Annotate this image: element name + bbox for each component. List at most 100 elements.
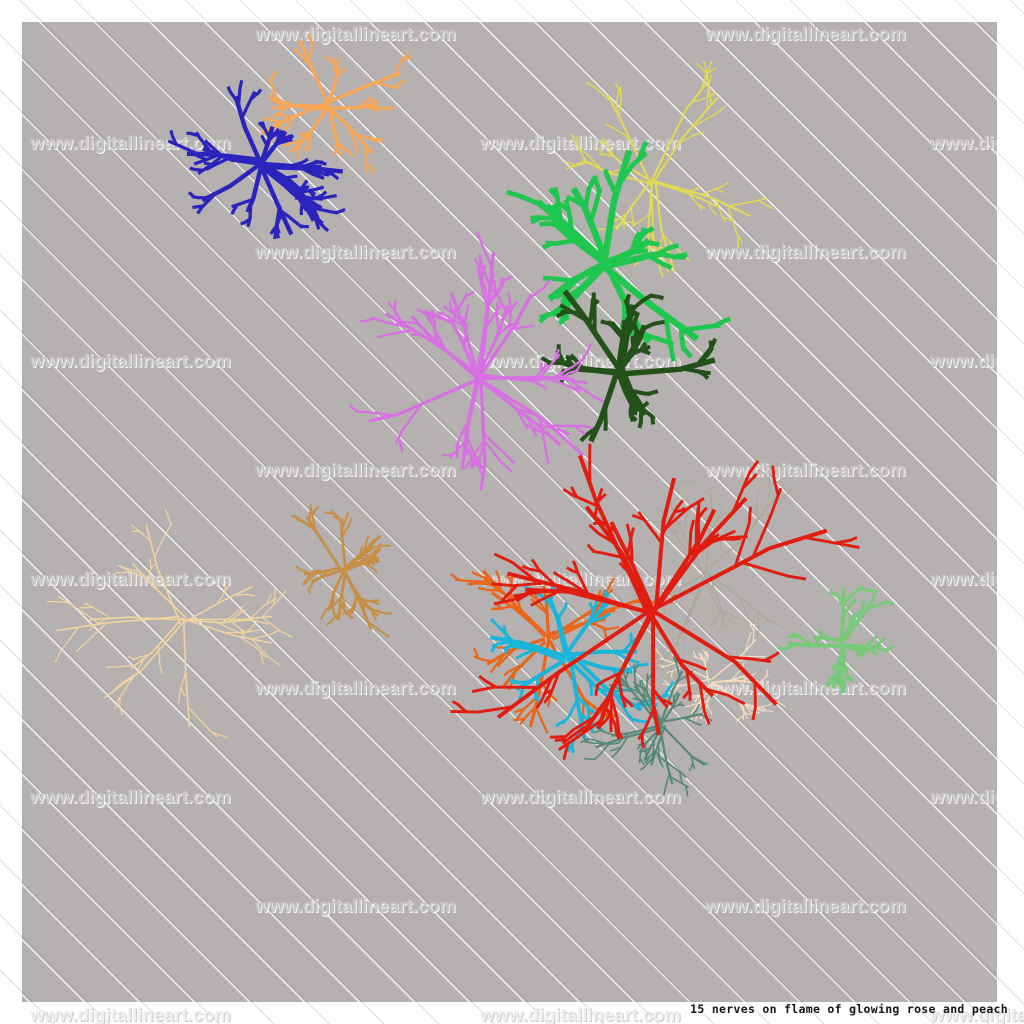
- nerve-branch: [720, 607, 735, 626]
- nerve-branch: [565, 194, 585, 208]
- nerve-branch: [582, 735, 590, 743]
- nerve-branch: [535, 676, 554, 709]
- nerve-branch: [360, 597, 380, 606]
- nerve-branch: [619, 357, 716, 377]
- nerve-branch: [115, 670, 142, 688]
- nerve-branch: [521, 564, 541, 573]
- nerve-branch: [650, 725, 667, 766]
- nerve-branch: [366, 548, 378, 560]
- nerve-branch: [177, 671, 187, 704]
- nerve-branch: [359, 317, 376, 323]
- nerve-branch: [543, 671, 561, 704]
- nerve-branch: [625, 293, 632, 305]
- nerve-branch: [592, 729, 602, 734]
- nerve-branch: [186, 131, 199, 138]
- nerve-branch: [851, 646, 863, 659]
- nerve-branch: [262, 616, 293, 638]
- nerve-branch: [236, 80, 244, 107]
- nerve-branch: [596, 492, 607, 504]
- nerve-branch: [710, 608, 722, 627]
- nerve-branch: [260, 121, 272, 139]
- nerve-branch: [554, 738, 567, 743]
- nerve-branch: [688, 519, 696, 556]
- nerve-branch: [580, 738, 589, 744]
- nerve-branch: [528, 278, 553, 300]
- nerve-branch: [596, 147, 604, 155]
- nerve-branch: [595, 671, 622, 688]
- nerve-branch: [365, 163, 376, 174]
- nerve-branch: [609, 521, 656, 612]
- nerve-branch: [513, 717, 525, 721]
- nerve-branch: [322, 102, 374, 155]
- nerve-branch: [417, 333, 438, 344]
- nerve-branch: [692, 756, 709, 765]
- nerve-branch: [636, 683, 647, 692]
- nerve-branch: [666, 665, 684, 674]
- nerve-branch: [694, 714, 698, 722]
- nerve-branch: [320, 603, 332, 620]
- nerve-branch: [563, 199, 575, 232]
- nerve-branch: [556, 601, 569, 620]
- nerve-branch: [613, 693, 636, 723]
- nerve-branch: [566, 566, 579, 575]
- nerve-branch: [640, 348, 651, 356]
- nerve-branch: [588, 371, 620, 443]
- nerve-branch: [437, 310, 464, 327]
- nerve-branch: [363, 535, 370, 552]
- nerve-branch: [618, 86, 622, 117]
- nerve-branch: [677, 704, 685, 707]
- nerve-branch: [371, 610, 377, 621]
- nerve-branch: [717, 624, 722, 633]
- nerve-branch: [450, 573, 460, 582]
- nerve-branch: [626, 221, 638, 225]
- nerve-branch: [738, 596, 749, 620]
- nerve-branch: [688, 193, 703, 211]
- nerve-branch: [148, 558, 152, 582]
- nerve-branch: [884, 645, 895, 652]
- nerve-branch: [562, 743, 570, 761]
- nerve-branch: [651, 614, 661, 736]
- nerve-branch: [325, 72, 400, 105]
- nerve-branch: [499, 277, 504, 287]
- nerve-orchid: [349, 230, 605, 491]
- nerve-branch: [317, 160, 327, 166]
- nerve-branch: [707, 570, 726, 630]
- nerve-branch: [167, 139, 199, 156]
- nerve-branch: [722, 537, 741, 541]
- nerve-branch: [845, 673, 855, 683]
- nerve-branch: [449, 306, 457, 315]
- nerve-branch: [698, 682, 711, 726]
- nerve-branch: [509, 322, 520, 326]
- nerve-branch: [471, 685, 539, 694]
- nerve-branch: [203, 161, 214, 168]
- nerve-branch: [393, 78, 406, 89]
- nerve-branch: [616, 90, 620, 114]
- nerve-branch: [715, 199, 727, 223]
- nerve-branch: [514, 695, 540, 722]
- nerve-branch: [751, 712, 761, 714]
- nerve-branch: [638, 750, 642, 764]
- nerve-branch: [340, 592, 346, 608]
- nerve-branch: [269, 78, 280, 101]
- nerve-branch: [221, 609, 240, 624]
- nerve-branch: [731, 460, 760, 513]
- nerve-branch: [694, 507, 700, 545]
- nerve-branch: [514, 407, 529, 430]
- nerve-branch: [600, 319, 610, 326]
- nerve-branch: [717, 512, 725, 520]
- nerve-branch: [370, 566, 378, 574]
- nerve-branch: [533, 362, 548, 381]
- nerve-branch: [633, 663, 640, 675]
- nerve-branch: [362, 601, 366, 619]
- nerve-branch: [661, 499, 684, 536]
- nerve-branch: [729, 197, 769, 207]
- nerve-branch: [682, 366, 711, 376]
- nerve-branch: [292, 47, 312, 67]
- nerve-branch: [658, 756, 666, 763]
- nerve-branch: [583, 740, 606, 745]
- nerve-branch: [628, 323, 638, 331]
- nerve-branch: [298, 185, 325, 195]
- nerve-branch: [592, 175, 602, 192]
- nerve-branch: [722, 216, 733, 222]
- nerve-branch: [187, 706, 218, 738]
